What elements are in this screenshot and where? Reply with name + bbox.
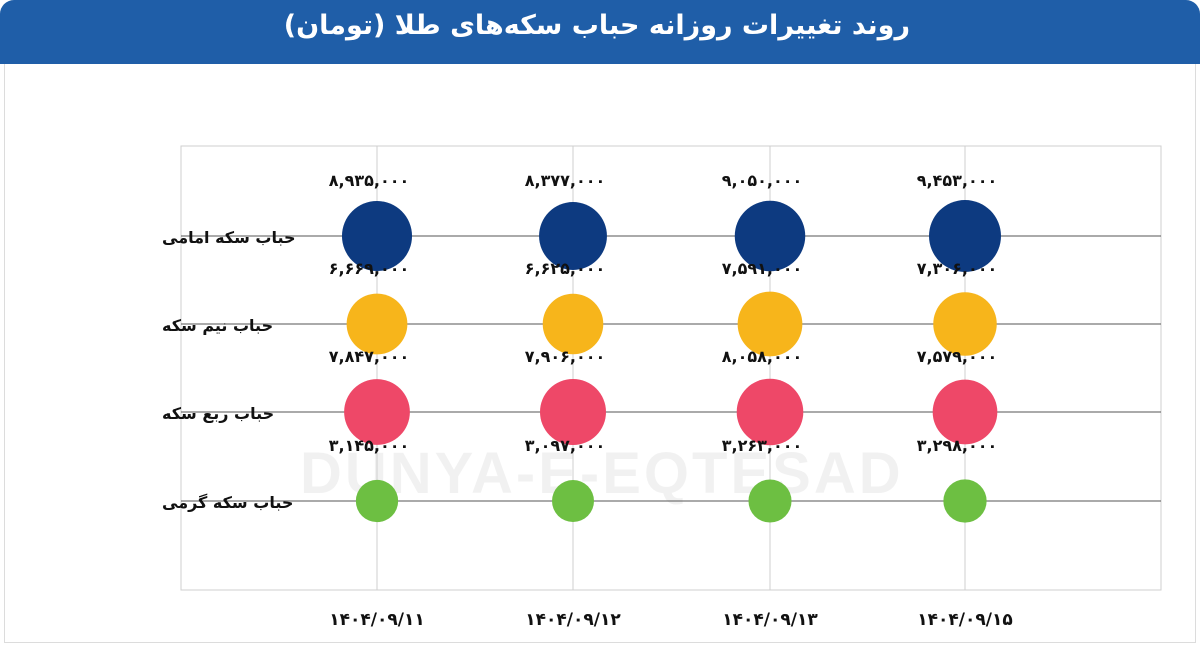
data-label-2-1: ۷,۹۰۶,۰۰۰: [525, 347, 606, 366]
bubble-1-3: [933, 292, 997, 356]
chart-header: روند تغییرات روزانه حباب سکه‌های طلا (تو…: [0, 0, 1200, 64]
bubble-0-3: [929, 200, 1001, 272]
chart-title: روند تغییرات روزانه حباب سکه‌های طلا (تو…: [283, 10, 910, 41]
series-label-3: حباب سکه گرمی: [162, 493, 293, 512]
data-label-1-2: ۷,۵۹۱,۰۰۰: [722, 259, 803, 278]
chart-frame: [4, 64, 1196, 643]
bubble-3-0: [355, 479, 399, 523]
bubble-0-1: [539, 202, 607, 270]
data-label-2-0: ۷,۸۴۷,۰۰۰: [329, 347, 410, 366]
series-label-0: حباب سکه امامی: [162, 228, 296, 247]
bubble-2-2: [736, 378, 804, 446]
watermark: DUNYA-E-EQTESAD: [300, 441, 904, 506]
data-label-3-2: ۳,۲۶۳,۰۰۰: [722, 436, 803, 455]
data-label-3-3: ۳,۲۹۸,۰۰۰: [917, 436, 998, 455]
bubble-2-1: [539, 378, 607, 446]
bubble-1-0: [346, 293, 408, 355]
plot-border: [180, 145, 1162, 591]
data-label-0-3: ۹,۴۵۳,۰۰۰: [917, 171, 998, 190]
x-tick-label-1: ۱۴۰۴/۰۹/۱۲: [525, 610, 621, 630]
x-tick-label-2: ۱۴۰۴/۰۹/۱۳: [722, 610, 818, 630]
data-label-1-3: ۷,۳۰۶,۰۰۰: [917, 259, 998, 278]
data-label-3-1: ۳,۰۹۷,۰۰۰: [525, 436, 606, 455]
x-tick-label-0: ۱۴۰۴/۰۹/۱۱: [329, 610, 424, 630]
data-label-0-0: ۸,۹۳۵,۰۰۰: [329, 171, 410, 190]
bubble-2-0: [344, 379, 410, 445]
bubble-3-1: [552, 480, 594, 522]
bubble-3-2: [748, 479, 792, 523]
data-label-0-2: ۹,۰۵۰,۰۰۰: [722, 171, 803, 190]
series-label-1: حباب نیم سکه: [162, 316, 273, 335]
data-label-2-2: ۸,۰۵۸,۰۰۰: [722, 347, 803, 366]
series-label-2: حباب ربع سکه: [162, 404, 274, 423]
data-label-1-0: ۶,۶۶۹,۰۰۰: [329, 259, 410, 278]
bubble-1-2: [737, 291, 803, 357]
x-tick-label-3: ۱۴۰۴/۰۹/۱۵: [917, 610, 1012, 630]
data-label-1-1: ۶,۶۲۵,۰۰۰: [525, 259, 606, 278]
bubble-0-2: [734, 200, 806, 272]
bubble-2-3: [932, 379, 998, 445]
bubble-1-1: [542, 293, 604, 355]
bubble-3-3: [943, 479, 987, 523]
data-label-0-1: ۸,۳۷۷,۰۰۰: [525, 171, 606, 190]
data-label-3-0: ۳,۱۴۵,۰۰۰: [329, 436, 410, 455]
data-label-2-3: ۷,۵۷۹,۰۰۰: [917, 347, 998, 366]
bubble-0-0: [341, 200, 413, 272]
